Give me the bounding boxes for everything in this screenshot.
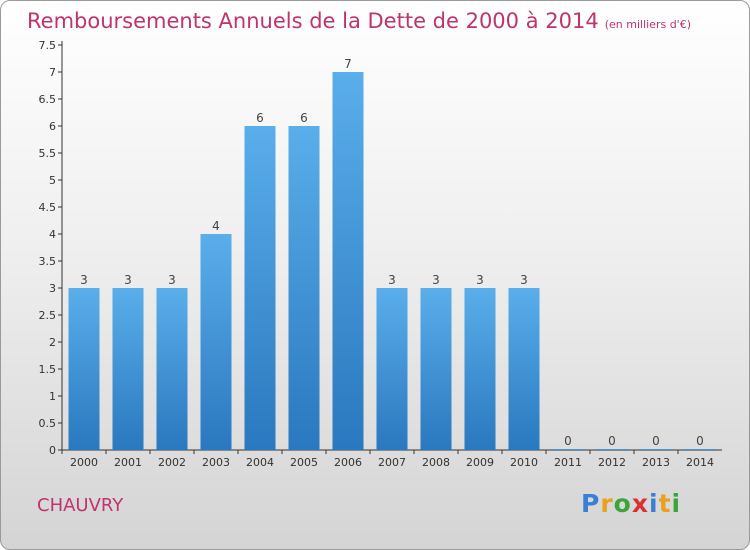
y-tick-label: 3 (49, 282, 56, 295)
y-tick-label: 4 (49, 228, 56, 241)
y-tick-label: 0 (49, 444, 56, 457)
data-label: 0 (696, 434, 704, 448)
bar (684, 449, 716, 450)
x-tick-label: 2013 (642, 456, 670, 469)
y-tick-label: 0.5 (39, 417, 57, 430)
data-label: 3 (124, 273, 132, 287)
unit-note: (en milliers d'€) (604, 18, 691, 31)
y-tick-label: 5.5 (39, 147, 57, 160)
x-tick-label: 2012 (598, 456, 626, 469)
proxiti-logo: Proxiti (581, 489, 681, 518)
data-label: 3 (80, 273, 88, 287)
bar (156, 288, 188, 450)
logo-letter: i (649, 489, 659, 518)
bar (112, 288, 144, 450)
bar (640, 449, 672, 450)
data-label: 3 (476, 273, 484, 287)
x-tick-label: 2005 (290, 456, 318, 469)
data-label: 3 (168, 273, 176, 287)
y-tick-label: 7 (49, 66, 56, 79)
logo-letter: o (613, 489, 632, 518)
data-label: 3 (432, 273, 440, 287)
logo-letter: i (671, 489, 682, 518)
x-tick-label: 2007 (378, 456, 406, 469)
chart-title: Remboursements Annuels de la Dette de 20… (27, 9, 691, 33)
bar (68, 288, 100, 450)
y-tick-label: 1.5 (39, 363, 57, 376)
x-tick-label: 2010 (510, 456, 538, 469)
y-tick-label: 6.5 (39, 93, 57, 106)
data-label: 7 (344, 57, 352, 71)
y-tick-label: 6 (49, 120, 56, 133)
x-tick-label: 2002 (158, 456, 186, 469)
y-tick-label: 2 (49, 336, 56, 349)
x-tick-label: 2000 (70, 456, 98, 469)
chart-title-text: Remboursements Annuels de la Dette de 20… (27, 9, 599, 33)
data-label: 4 (212, 219, 220, 233)
x-tick-label: 2011 (554, 456, 582, 469)
logo-letter: r (600, 489, 614, 518)
bar (376, 288, 408, 450)
x-tick-label: 2001 (114, 456, 142, 469)
data-label: 0 (608, 434, 616, 448)
bar (332, 72, 364, 450)
logo-letter: t (658, 489, 672, 518)
logo-letter: P (581, 489, 601, 518)
y-tick-label: 1 (49, 390, 56, 403)
data-label: 6 (300, 111, 308, 125)
logo-letter: x (631, 489, 649, 518)
x-tick-label: 2003 (202, 456, 230, 469)
data-label: 3 (520, 273, 528, 287)
x-tick-label: 2014 (686, 456, 714, 469)
x-tick-label: 2006 (334, 456, 362, 469)
x-tick-label: 2009 (466, 456, 494, 469)
bar (508, 288, 540, 450)
bar (596, 449, 628, 450)
data-label: 3 (388, 273, 396, 287)
bar (244, 126, 276, 450)
bar (288, 126, 320, 450)
bar (420, 288, 452, 450)
y-tick-label: 7.5 (39, 39, 57, 52)
y-tick-label: 4.5 (39, 201, 57, 214)
x-tick-label: 2004 (246, 456, 274, 469)
bar (464, 288, 496, 450)
bar (552, 449, 584, 450)
bar (200, 234, 232, 450)
x-tick-label: 2008 (422, 456, 450, 469)
y-tick-label: 2.5 (39, 309, 57, 322)
town-name: CHAUVRY (37, 495, 124, 516)
data-label: 0 (564, 434, 572, 448)
y-tick-label: 3.5 (39, 255, 57, 268)
y-tick-label: 5 (49, 174, 56, 187)
data-label: 0 (652, 434, 660, 448)
data-label: 6 (256, 111, 264, 125)
